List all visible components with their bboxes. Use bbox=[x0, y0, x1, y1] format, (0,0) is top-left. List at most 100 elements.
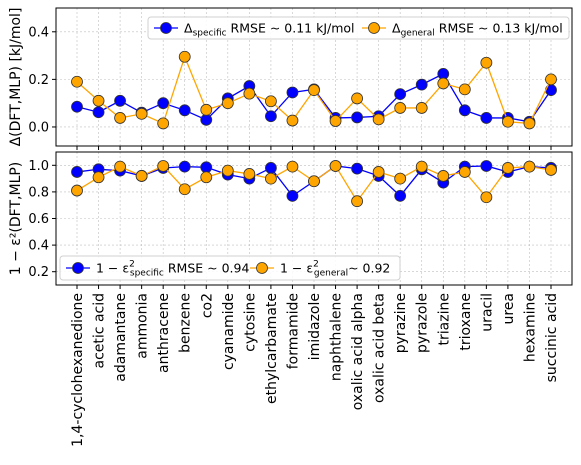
x-category-label: adamantane bbox=[113, 293, 129, 382]
data-point-general bbox=[458, 83, 471, 96]
x-category-label: ethylcarbamate bbox=[264, 293, 280, 404]
data-point-specific bbox=[71, 100, 83, 113]
data-point-specific bbox=[351, 111, 363, 124]
legend: Δspecific RMSE ∼ 0.11 kJ/mol Δgeneral RMS… bbox=[147, 16, 570, 40]
y-tick-label: 0.6 bbox=[28, 212, 49, 227]
x-category-label: pyrazole bbox=[415, 293, 431, 353]
data-point-general bbox=[135, 170, 148, 182]
data-point-general bbox=[286, 160, 299, 173]
y-axis-label: 1 − ε²(DFT,MLP) bbox=[8, 162, 24, 276]
legend-marker-specific bbox=[160, 22, 172, 34]
x-category-label: succinic acid bbox=[544, 293, 560, 382]
data-point-general bbox=[480, 56, 493, 69]
data-point-general bbox=[200, 171, 213, 184]
legend: 1 − ε2 specific RMSE ∼ 0.94 1 − ε2 general∼… bbox=[59, 255, 401, 281]
data-point-general bbox=[480, 191, 493, 204]
data-point-specific bbox=[71, 166, 83, 178]
data-point-general bbox=[221, 164, 234, 177]
y-tick-label: 0.2 bbox=[28, 73, 49, 88]
data-point-specific bbox=[480, 160, 493, 172]
data-point-general bbox=[265, 172, 277, 185]
x-category-label: hexamine bbox=[522, 293, 538, 362]
data-point-general bbox=[114, 112, 126, 124]
data-point-general bbox=[394, 102, 407, 114]
legend-label-general: 1 − ε2 general∼ 0.92 bbox=[280, 260, 390, 279]
data-point-specific bbox=[394, 88, 407, 101]
x-category-label: benzene bbox=[178, 293, 194, 353]
data-point-general bbox=[265, 95, 277, 108]
x-category-label: triazine bbox=[436, 293, 452, 345]
x-category-label: urea bbox=[501, 293, 517, 325]
x-category-label: imidazole bbox=[307, 293, 323, 360]
x-category-label: anthracene bbox=[156, 293, 172, 373]
data-point-general bbox=[329, 160, 342, 172]
y-tick-label: 1.0 bbox=[28, 159, 49, 174]
y-tick-label: 0.2 bbox=[28, 265, 49, 280]
plot-frame bbox=[55, 151, 573, 286]
data-point-general bbox=[502, 115, 514, 128]
data-point-general bbox=[243, 87, 256, 100]
data-point-general bbox=[523, 117, 536, 130]
plot-frame bbox=[55, 7, 573, 147]
data-point-specific bbox=[480, 112, 493, 124]
data-point-general bbox=[92, 171, 105, 184]
data-point-specific bbox=[286, 189, 299, 202]
data-point-general bbox=[351, 92, 363, 105]
x-category-label: ammonia bbox=[135, 293, 151, 359]
data-point-general bbox=[71, 184, 83, 197]
data-point-specific bbox=[92, 106, 105, 119]
panel-rmse: 0.0 0.2 0.4 Δ(DFT,MLP) [kJ/mol] Δspecific RM… bbox=[8, 7, 573, 150]
legend-label-general: Δgeneral RMSE ∼ 0.13 kJ/mol bbox=[392, 21, 563, 39]
data-point-general bbox=[415, 102, 428, 114]
legend-marker-general bbox=[256, 262, 268, 274]
x-category-label: uracil bbox=[479, 293, 495, 332]
x-category-label: 1,4-cyclohexanedione bbox=[70, 293, 86, 447]
data-point-general bbox=[92, 94, 105, 107]
legend-label-specific: 1 − ε2 specific RMSE ∼ 0.94 bbox=[96, 260, 249, 279]
data-point-general bbox=[545, 73, 557, 86]
data-point-specific bbox=[114, 94, 126, 107]
x-category-label: cyanamide bbox=[221, 293, 237, 370]
data-point-specific bbox=[265, 110, 277, 123]
legend-box bbox=[147, 16, 570, 40]
data-point-general bbox=[372, 166, 385, 178]
data-point-general bbox=[200, 103, 213, 116]
data-point-specific bbox=[265, 162, 277, 174]
data-point-general bbox=[523, 160, 536, 173]
y-axis-label: Δ(DFT,MLP) [kJ/mol] bbox=[8, 8, 24, 147]
data-point-specific bbox=[351, 162, 363, 175]
data-point-general bbox=[308, 84, 320, 96]
y-tick-label: 0.0 bbox=[28, 120, 49, 135]
data-point-general bbox=[502, 162, 514, 174]
x-category-label: acetic acid bbox=[92, 293, 108, 368]
panel-error: 0.2 0.4 0.6 0.8 1.0 1 − ε²(DFT,MLP) 1 − ε2 spec… bbox=[8, 151, 573, 289]
x-category-label: formamide bbox=[285, 293, 301, 369]
x-category-label: co2 bbox=[199, 293, 215, 318]
data-point-general bbox=[178, 50, 191, 63]
x-category-label: oxalic acid beta bbox=[372, 293, 388, 403]
data-point-general bbox=[351, 195, 363, 208]
legend-label-specific: Δspecific RMSE ∼ 0.11 kJ/mol bbox=[184, 21, 355, 39]
data-point-specific bbox=[286, 86, 299, 99]
x-category-label: naphthalene bbox=[329, 293, 345, 381]
data-point-specific bbox=[458, 104, 471, 117]
data-point-specific bbox=[200, 161, 213, 174]
data-point-general bbox=[286, 114, 299, 127]
data-point-specific bbox=[415, 78, 428, 91]
data-point-general bbox=[157, 160, 170, 172]
data-point-general bbox=[458, 166, 471, 178]
data-point-general bbox=[372, 113, 385, 126]
legend-marker-specific bbox=[72, 262, 84, 274]
data-point-specific bbox=[394, 189, 407, 202]
data-point-general bbox=[437, 170, 450, 182]
legend-marker-general bbox=[368, 22, 380, 34]
data-point-general bbox=[545, 164, 557, 176]
data-point-general bbox=[114, 160, 126, 173]
data-point-general bbox=[329, 115, 342, 127]
x-category-label: pyrazine bbox=[393, 293, 409, 353]
y-tick-label: 0.8 bbox=[28, 185, 49, 200]
data-point-general bbox=[308, 175, 320, 188]
data-point-general bbox=[135, 107, 148, 120]
